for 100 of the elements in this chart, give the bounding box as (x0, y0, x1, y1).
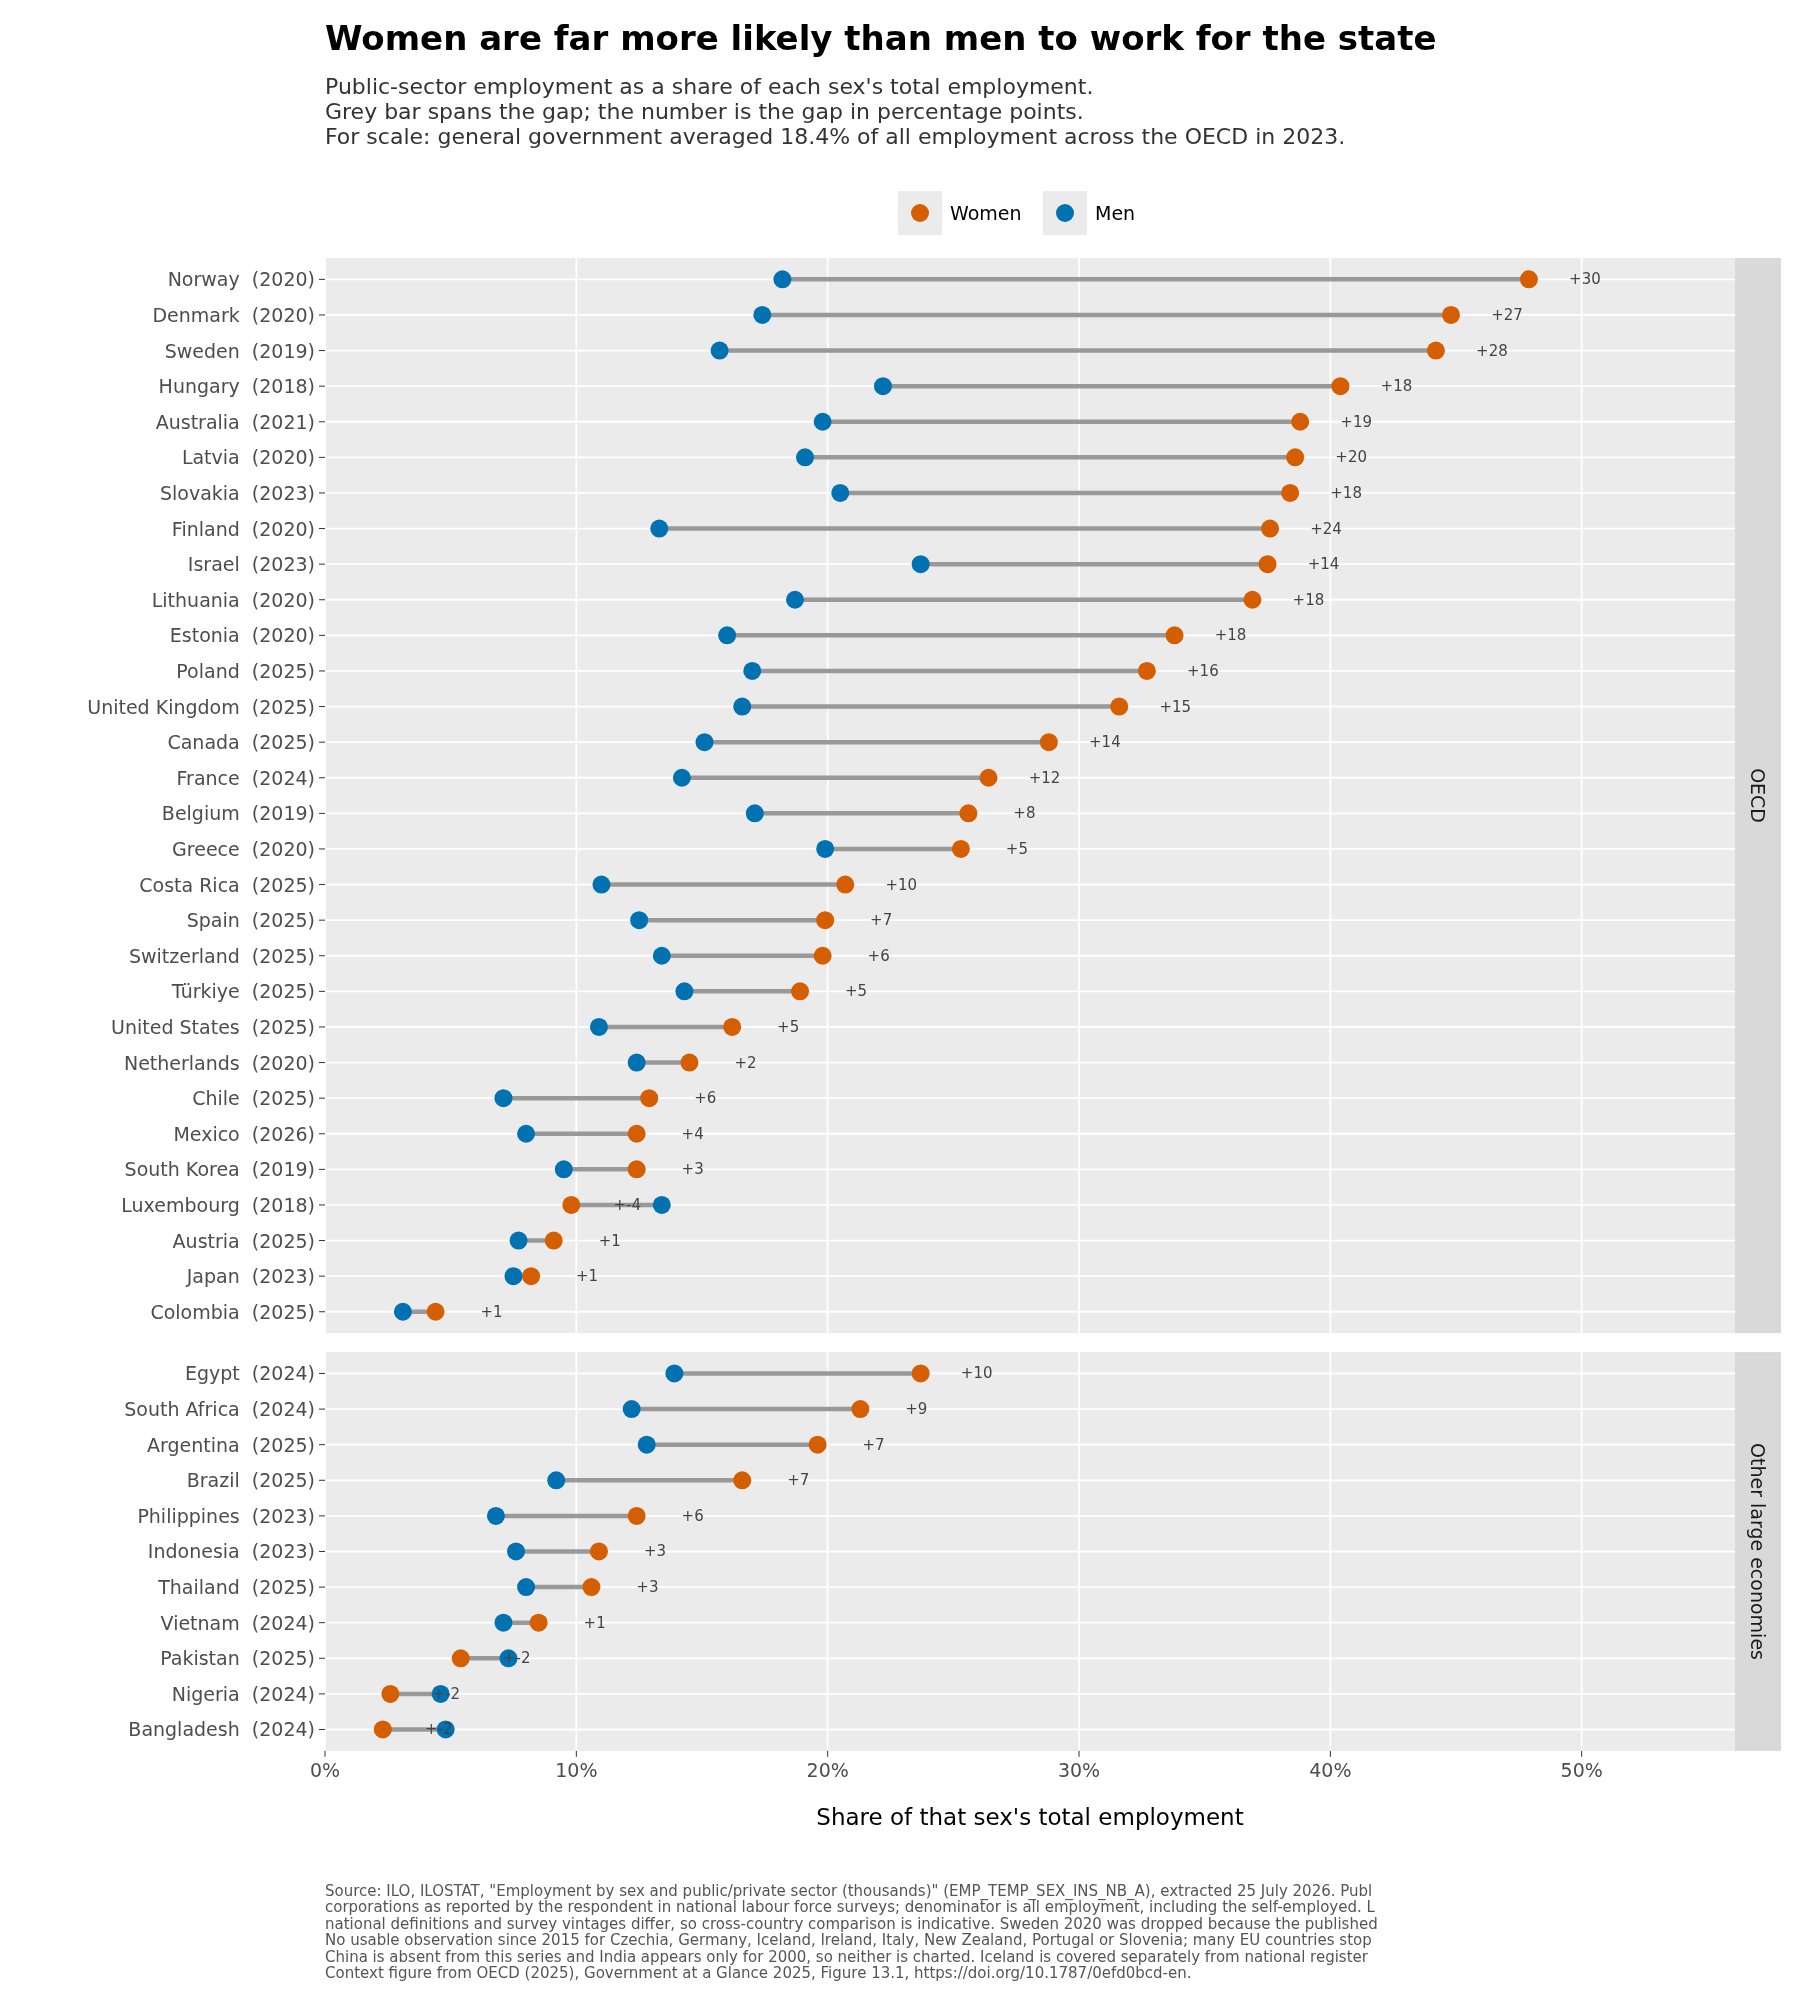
point (718, 626, 737, 645)
point (517, 1578, 536, 1597)
y-tick-label: Thailand (2025) (157, 1576, 315, 1599)
point (507, 1542, 526, 1561)
annotation: +12 (1028, 768, 1061, 787)
point (1261, 519, 1280, 538)
point (381, 1684, 400, 1703)
point (911, 1364, 930, 1383)
annotation: +3 (636, 1578, 659, 1597)
y-tick-label: Switzerland (2025) (128, 944, 315, 967)
annotation: +2 (734, 1053, 757, 1072)
point (1165, 626, 1184, 645)
point (836, 875, 855, 894)
annotation: +6 (681, 1506, 704, 1525)
point (650, 519, 669, 538)
y-tick-label: Spain (2025) (186, 909, 315, 932)
point (373, 1720, 392, 1739)
annotation: +24 (1310, 519, 1342, 538)
text: Context figure from OECD (2025), Government at a Glance 2025, Figure 13.1, https://doi.org/10.1787/0efd0bcd-en. (325, 1964, 1192, 1983)
y-tick-label: Mexico (2026) (173, 1122, 315, 1145)
y-tick-label: Greece (2020) (172, 837, 315, 860)
annotation: +5 (777, 1017, 800, 1036)
y-tick-label: Belgium (2019) (161, 802, 315, 825)
legend-label: Men (1095, 202, 1136, 224)
annotation: +30 (1569, 270, 1601, 289)
point (911, 555, 930, 574)
point (627, 1160, 646, 1179)
point (1258, 555, 1277, 574)
point (791, 982, 810, 1001)
y-tick-label: Sweden (2019) (164, 339, 315, 362)
point (652, 946, 671, 965)
point (816, 911, 835, 930)
annotation: +1 (480, 1302, 503, 1321)
annotation: +5 (1005, 839, 1028, 858)
point (813, 946, 832, 965)
y-tick-label: Lithuania (2020) (151, 588, 315, 611)
point (672, 768, 691, 787)
x-tick-label: 40% (1309, 1758, 1352, 1781)
y-tick-label: Brazil (2025) (186, 1469, 315, 1492)
point (695, 733, 714, 752)
point (1291, 412, 1310, 431)
y-tick-label: Argentina (2025) (147, 1433, 315, 1456)
point (816, 839, 835, 858)
y-tick-label: Norway (2020) (167, 268, 315, 291)
annotation: +27 (1491, 305, 1523, 324)
y-tick-label: Denmark (2020) (152, 303, 315, 326)
point (1331, 377, 1350, 396)
point (494, 1613, 513, 1632)
legend-label: Women (950, 202, 1022, 224)
annotation: +16 (1187, 661, 1219, 680)
y-tick-label: Finland (2020) (171, 517, 315, 540)
annotation: +8 (1013, 804, 1036, 823)
y-tick-label: South Africa (2024) (124, 1398, 315, 1421)
y-tick-label: Philippines (2023) (137, 1504, 315, 1527)
point (773, 270, 792, 289)
point (582, 1578, 601, 1597)
y-tick-label: Luxembourg (2018) (121, 1193, 315, 1216)
point (1137, 661, 1156, 680)
point (745, 804, 764, 823)
annotation: +1 (598, 1231, 621, 1250)
annotation: +9 (905, 1400, 928, 1419)
y-tick-label: Japan (2023) (185, 1265, 315, 1288)
y-tick-label: Egypt (2024) (184, 1362, 315, 1385)
annotation: +28 (1476, 341, 1508, 360)
x-tick-label: 20% (806, 1758, 849, 1781)
y-tick-label: Australia (2021) (155, 410, 315, 433)
point (589, 1017, 608, 1036)
point (547, 1471, 566, 1490)
text: corporations as reported by the respondent in national labour force surveys; denominator is all employment, including the self-employed. L (325, 1898, 1376, 1917)
point (786, 590, 804, 609)
y-tick-label: Hungary (2018) (158, 375, 315, 398)
annotation: +18 (1330, 483, 1362, 502)
y-tick-label: Estonia (2020) (169, 624, 315, 647)
annotation: +-4 (613, 1195, 642, 1214)
point (1281, 483, 1300, 502)
y-tick-label: Slovakia (2023) (159, 481, 315, 504)
y-tick-label: France (2024) (176, 766, 315, 789)
x-axis-title: Share of that sex's total employment (816, 1803, 1244, 1830)
y-tick-label: South Korea (2019) (124, 1158, 315, 1181)
point (652, 1195, 671, 1214)
point (813, 412, 832, 431)
annotation: +7 (787, 1471, 810, 1490)
y2-axis-title: OECD (1747, 768, 1769, 823)
point (675, 982, 694, 1001)
point (1286, 448, 1305, 467)
text: China is absent from this series and India appears only for 2000, so neither is charted. Iceland is covered separately from national register (325, 1947, 1369, 1966)
annotation: +3 (681, 1160, 704, 1179)
point (959, 804, 978, 823)
y-tick-label: Latvia (2020) (181, 446, 315, 469)
point (665, 1364, 684, 1383)
point (808, 1435, 827, 1454)
annotation: +15 (1159, 697, 1192, 716)
point (504, 1267, 523, 1286)
text: No usable observation since 2015 for Czechia, Germany, Iceland, Ireland, Italy, New Zealand, Portugal or Slovenia; many EU countries stop (325, 1931, 1372, 1950)
y-tick-label: Netherlands (2020) (123, 1051, 315, 1074)
point (627, 1124, 646, 1143)
y2-axis-title: Other large economies (1747, 1442, 1769, 1660)
annotation: +10 (960, 1364, 993, 1383)
point (627, 1506, 646, 1525)
annotation: +18 (1214, 626, 1247, 645)
